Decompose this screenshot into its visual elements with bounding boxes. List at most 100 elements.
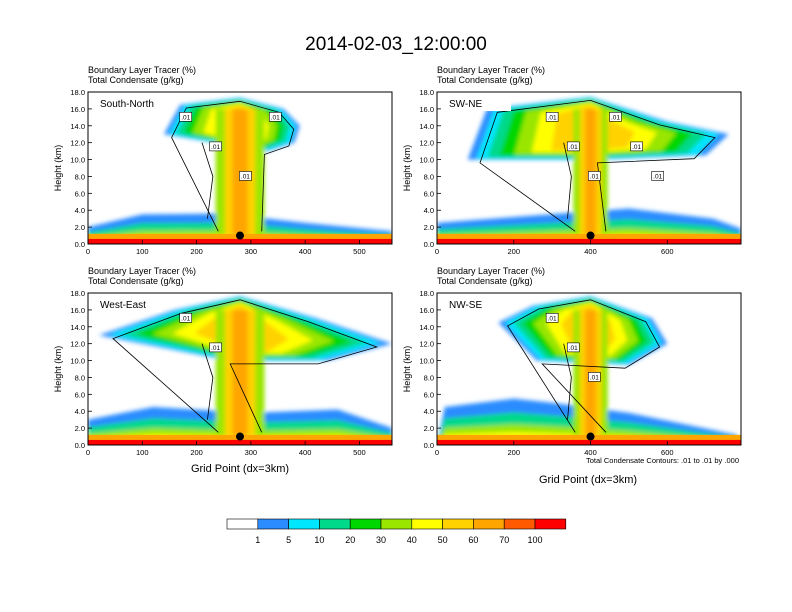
x-tick-label: 100 (136, 448, 149, 457)
colorbar-swatch (503, 518, 536, 530)
contour-label: .01 (590, 173, 599, 180)
surface-layer-core (88, 439, 392, 445)
contour-label: .01 (211, 345, 220, 352)
plot-frame (87, 91, 393, 245)
y-tick-label: 10.0 (419, 156, 434, 165)
colorbar-label: 100 (527, 535, 542, 545)
y-tick-label: 4.0 (75, 206, 85, 215)
y-tick-label: 18.0 (70, 88, 85, 97)
heatmap-field: .01 .01 .01 .01 .01 .01 (437, 92, 741, 244)
x-tick-label: 300 (245, 448, 258, 457)
y-tick-label: 0.0 (424, 441, 434, 450)
x-tick-label: 200 (190, 247, 203, 256)
colorbar-label: 60 (468, 535, 478, 545)
y-tick-label: 4.0 (75, 407, 85, 416)
colorbar-label: 1 (255, 535, 260, 545)
panel-label-bg (445, 297, 511, 312)
colorbar-swatch (257, 518, 289, 530)
y-tick-label: 0.0 (75, 240, 85, 249)
plot-frame (87, 292, 393, 446)
y-tick-label: 16.0 (419, 105, 434, 114)
colorbar-swatch (349, 518, 382, 530)
y-axis-label: Height (km) (53, 145, 63, 192)
panel-label-bg (96, 297, 162, 312)
contour-label-box (609, 112, 622, 122)
y-tick-label: 4.0 (424, 206, 434, 215)
contour-label: .01 (569, 144, 578, 151)
y-tick-label: 0.0 (75, 441, 85, 450)
contour-label: .01 (611, 114, 620, 121)
x-axis-title: Grid Point (dx=3km) (191, 463, 289, 475)
y-tick-label: 16.0 (70, 306, 85, 315)
condensate-contour (112, 299, 379, 433)
y-tick-label: 8.0 (424, 373, 434, 382)
heatmap-field: .01 .01 (88, 293, 392, 445)
y-tick-label: 18.0 (419, 289, 434, 298)
x-tick-label: 400 (299, 247, 312, 256)
contour-label-box (566, 342, 580, 353)
updraft-column (232, 309, 248, 437)
contour-label-box (651, 171, 665, 181)
x-tick-label: 0 (435, 448, 439, 457)
colorbar-label: 5 (286, 535, 291, 545)
contour-label: .01 (548, 315, 557, 322)
panel-label: South-North (100, 99, 154, 110)
panel-title-line1: Boundary Layer Tracer (%) (437, 266, 545, 276)
x-tick-label: 500 (353, 247, 366, 256)
y-tick-label: 8.0 (75, 172, 85, 181)
plot-frame (436, 292, 742, 446)
colorbar-label: 30 (376, 535, 386, 545)
colorbar-swatch (473, 518, 505, 530)
panel-title-line1: Boundary Layer Tracer (%) (88, 65, 196, 75)
panel-title-line1: Boundary Layer Tracer (%) (88, 266, 196, 276)
y-tick-label: 2.0 (424, 223, 434, 232)
y-tick-label: 12.0 (70, 340, 85, 349)
colorbar-swatch (226, 518, 259, 530)
location-marker (236, 231, 244, 240)
y-tick-label: 2.0 (75, 424, 85, 433)
x-tick-label: 500 (353, 448, 366, 457)
condensate-contour (563, 343, 572, 420)
contour-label-box (566, 141, 580, 152)
contour-label: .01 (548, 114, 557, 121)
colorbar: 1 5 10 20 30 40 50 60 70 100 (226, 518, 567, 545)
x-tick-label: 400 (299, 448, 312, 457)
contour-label-box (545, 112, 559, 122)
contour-note: Total Condensate Contours: .01 to .01 by… (586, 456, 739, 465)
contour-label: .01 (569, 345, 578, 352)
heatmap-field: .01 .01 .01 (437, 293, 741, 445)
panel-3: Boundary Layer Tracer (%)Total Condensat… (402, 266, 742, 457)
surface-layer-core (88, 238, 392, 244)
location-marker (586, 432, 595, 441)
colorbar-label: 20 (345, 535, 355, 545)
contour-label: .01 (653, 173, 662, 180)
x-tick-label: 600 (661, 448, 674, 457)
y-axis-label: Height (km) (402, 346, 412, 393)
colorbar-swatch (534, 518, 567, 530)
plot-frame (436, 91, 742, 245)
y-tick-label: 10.0 (70, 156, 85, 165)
y-axis-label: Height (km) (53, 346, 63, 393)
colorbar-label: 10 (314, 535, 324, 545)
contour-label-box (179, 313, 193, 323)
contour-label: .01 (181, 114, 190, 121)
panel-title-line2: Total Condensate (g/kg) (88, 75, 184, 85)
panel-title-line2: Total Condensate (g/kg) (437, 75, 533, 85)
condensate-contour (201, 343, 214, 420)
contour-label: .01 (271, 114, 280, 121)
y-tick-label: 6.0 (424, 189, 434, 198)
x-tick-label: 0 (435, 247, 439, 256)
location-marker (586, 231, 595, 240)
colorbar-label: 40 (407, 535, 417, 545)
contour-label: .01 (632, 144, 641, 151)
contour-label-box (588, 171, 601, 181)
y-tick-label: 14.0 (70, 323, 85, 332)
panel-label: NW-SE (449, 300, 482, 311)
y-axis-label: Height (km) (402, 145, 412, 192)
x-tick-label: 300 (245, 247, 258, 256)
panel-label-bg (96, 96, 162, 111)
contour-label-box (239, 171, 252, 181)
contour-label: .01 (590, 374, 599, 381)
contour-label-box (268, 112, 282, 122)
y-tick-label: 0.0 (424, 240, 434, 249)
